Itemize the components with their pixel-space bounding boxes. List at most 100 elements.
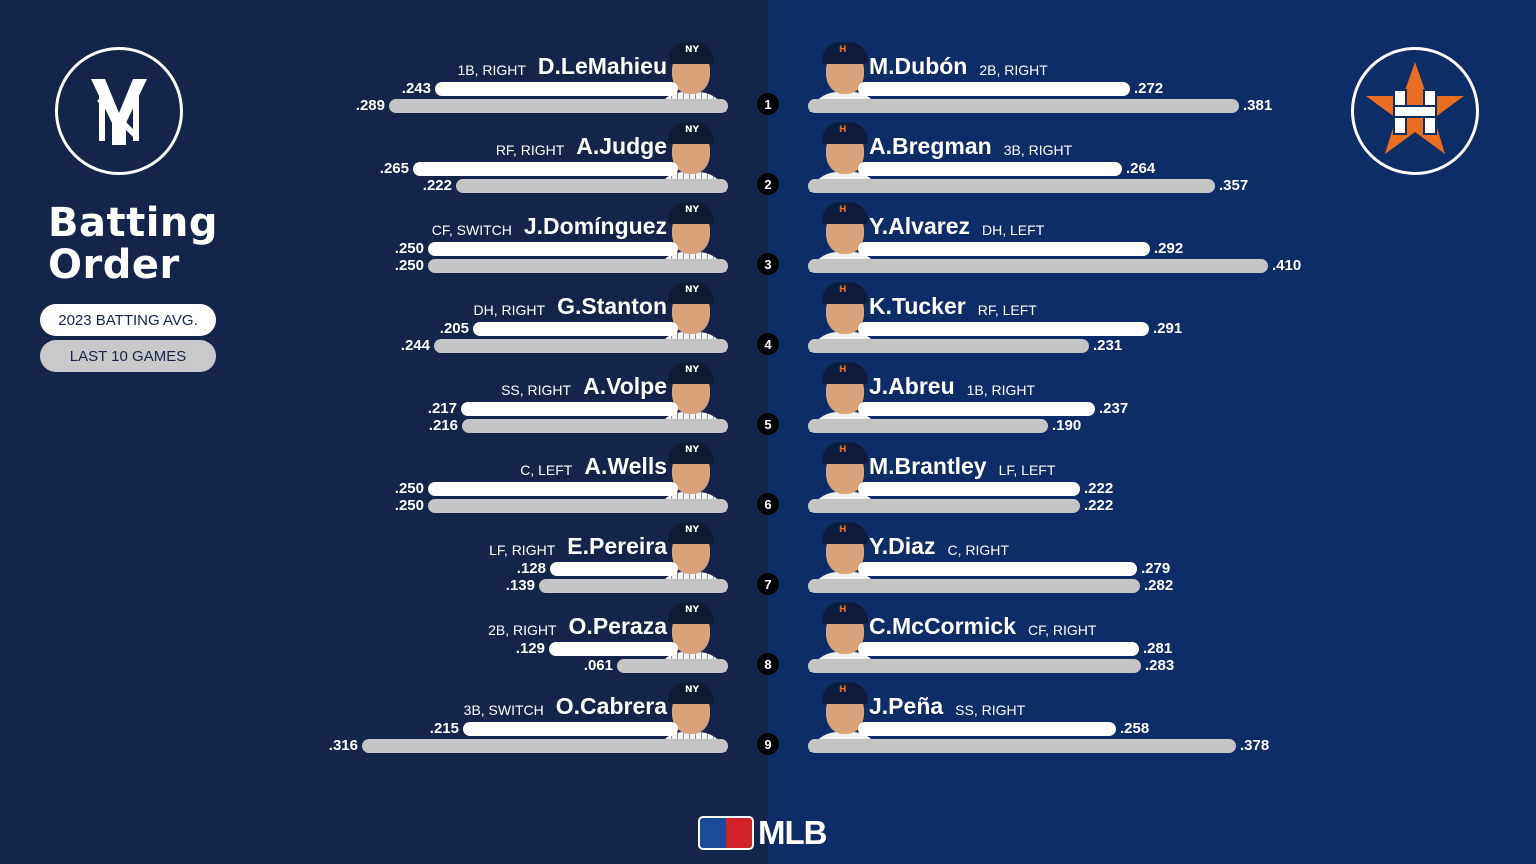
bar-last-10 <box>362 739 728 753</box>
value-season-avg: .258 <box>1120 720 1150 737</box>
value-last-10: .283 <box>1145 657 1175 674</box>
player-position: 2B, RIGHT <box>979 62 1048 78</box>
bar-season-avg <box>858 242 1150 256</box>
value-season-avg: .222 <box>1084 480 1114 497</box>
cap-logo: H <box>839 285 847 295</box>
bar-season-avg <box>461 402 678 416</box>
cap <box>668 602 714 624</box>
bar-last-10 <box>808 419 1048 433</box>
value-last-10: .244 <box>400 337 430 354</box>
cap <box>668 442 714 464</box>
bar-season-avg <box>858 482 1080 496</box>
value-season-avg: .250 <box>394 240 424 257</box>
player-name: G.Stanton <box>557 293 667 319</box>
value-season-avg: .292 <box>1154 240 1184 257</box>
cap-logo: NY <box>685 205 700 215</box>
order-number: 6 <box>757 493 779 515</box>
bar-last-10 <box>808 99 1239 113</box>
bar-season-avg <box>858 162 1122 176</box>
bar-last-10 <box>428 259 728 273</box>
value-season-avg: .128 <box>516 560 546 577</box>
value-last-10: .231 <box>1093 337 1123 354</box>
cap <box>668 362 714 384</box>
cap-logo: NY <box>685 125 700 135</box>
cap-logo: NY <box>685 525 700 535</box>
cap-logo: H <box>839 525 847 535</box>
value-last-10: .216 <box>428 417 458 434</box>
cap <box>822 282 868 304</box>
order-number: 1 <box>757 93 779 115</box>
bar-last-10 <box>808 259 1268 273</box>
bar-season-avg <box>858 402 1095 416</box>
value-season-avg: .215 <box>429 720 459 737</box>
value-last-10: .357 <box>1219 177 1249 194</box>
bar-season-avg <box>549 642 678 656</box>
cap <box>668 42 714 64</box>
legend-last-10-games: LAST 10 GAMES <box>40 340 216 372</box>
player-name: O.Cabrera <box>555 693 667 719</box>
player-name: D.LeMahieu <box>537 53 667 79</box>
value-season-avg: .291 <box>1153 320 1183 337</box>
value-season-avg: .272 <box>1134 80 1164 97</box>
cap-logo: NY <box>685 445 700 455</box>
cap-logo: NY <box>685 605 700 615</box>
value-last-10: .250 <box>394 257 424 274</box>
player-name: Y.Diaz <box>869 533 936 559</box>
player-position: 1B, RIGHT <box>966 382 1036 398</box>
cap-logo: NY <box>685 365 700 375</box>
bar-last-10 <box>462 419 728 433</box>
value-last-10: .139 <box>505 577 535 594</box>
mlb-wordmark: MLB <box>758 814 827 851</box>
cap <box>668 682 714 704</box>
cap <box>822 602 868 624</box>
cap <box>668 202 714 224</box>
bar-last-10 <box>808 739 1236 753</box>
bar-last-10 <box>617 659 728 673</box>
mlb-logo: MLB <box>698 814 827 852</box>
bar-last-10 <box>434 339 728 353</box>
cap-logo: H <box>839 125 847 135</box>
player-position: LF, RIGHT <box>489 542 556 558</box>
player-position: CF, RIGHT <box>1027 622 1097 638</box>
player-name: Y.Alvarez <box>869 213 971 239</box>
order-number: 5 <box>757 413 779 435</box>
player-name: M.Dubón <box>869 53 968 79</box>
value-season-avg: .265 <box>379 160 409 177</box>
bar-last-10 <box>808 339 1089 353</box>
cap-logo: H <box>839 445 847 455</box>
bar-season-avg <box>858 322 1149 336</box>
bar-season-avg <box>463 722 678 736</box>
cap-logo: H <box>839 605 847 615</box>
bar-season-avg <box>473 322 678 336</box>
bar-season-avg <box>428 242 678 256</box>
player-position: 3B, RIGHT <box>1003 142 1073 158</box>
bar-season-avg <box>435 82 678 96</box>
bar-season-avg <box>858 562 1137 576</box>
value-season-avg: .281 <box>1143 640 1173 657</box>
value-last-10: .222 <box>422 177 452 194</box>
value-season-avg: .264 <box>1126 160 1156 177</box>
bar-season-avg <box>428 482 678 496</box>
cap <box>822 202 868 224</box>
bar-last-10 <box>808 659 1141 673</box>
value-last-10: .410 <box>1272 257 1302 274</box>
bar-last-10 <box>808 579 1140 593</box>
value-season-avg: .237 <box>1099 400 1129 417</box>
player-name: J.Peña <box>869 693 944 719</box>
player-position: 3B, SWITCH <box>463 702 544 718</box>
cap-logo: H <box>839 685 847 695</box>
player-position: DH, LEFT <box>982 222 1045 238</box>
value-last-10: .289 <box>355 97 385 114</box>
order-number: 2 <box>757 173 779 195</box>
value-last-10: .378 <box>1240 737 1270 754</box>
mlb-batter-icon <box>698 816 754 850</box>
bar-season-avg <box>550 562 678 576</box>
order-number: 9 <box>757 733 779 755</box>
value-last-10: .061 <box>583 657 613 674</box>
bar-last-10 <box>389 99 728 113</box>
value-season-avg: .129 <box>515 640 545 657</box>
player-name: K.Tucker <box>869 293 966 319</box>
player-position: C, RIGHT <box>947 542 1009 558</box>
order-number: 3 <box>757 253 779 275</box>
cap <box>822 362 868 384</box>
